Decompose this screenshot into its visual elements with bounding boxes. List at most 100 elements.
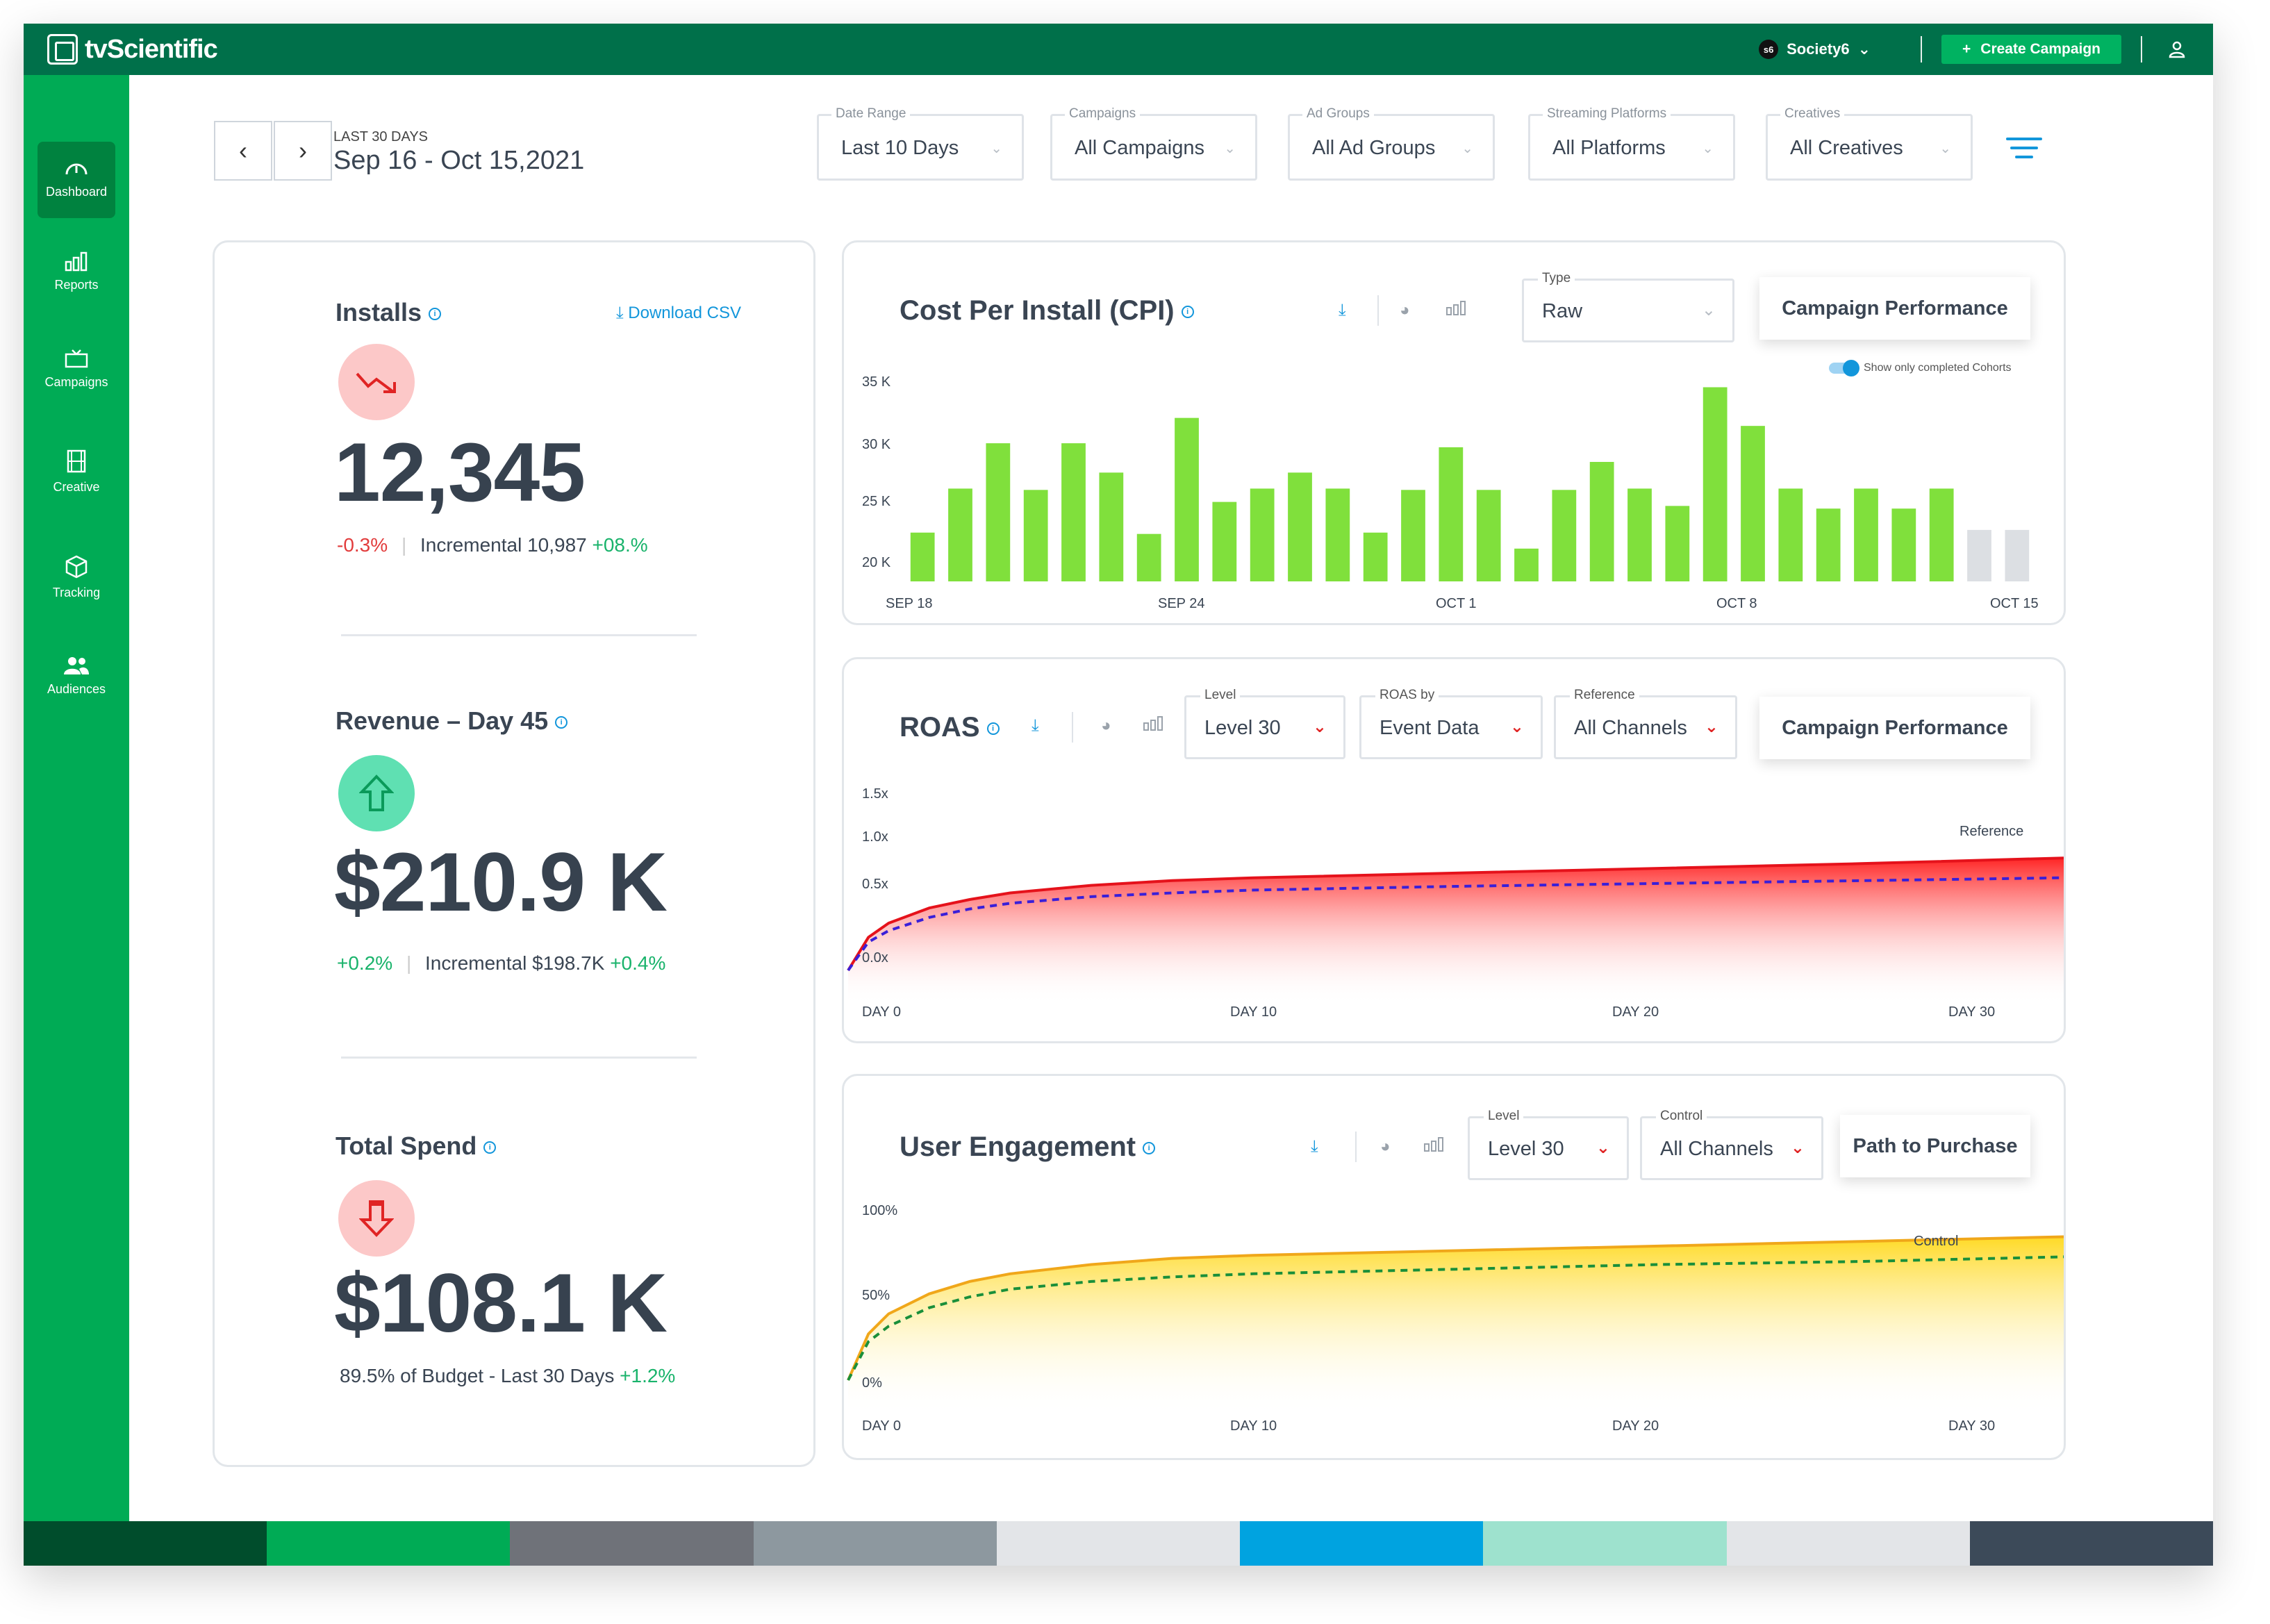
sidebar-item-dashboard[interactable]: Dashboard bbox=[38, 142, 115, 218]
download-icon[interactable]: ⤓ bbox=[1339, 301, 1346, 320]
top-bar: tvScientific s6 Society6 ⌄ + Create Camp… bbox=[24, 24, 2213, 75]
chevron-down-icon: ⌄ bbox=[1461, 141, 1473, 156]
engagement-chart: Control 100% 50% 0% DAY 0 DAY 10 DAY 20 DAY 30 bbox=[847, 1203, 2064, 1434]
y-tick-label: 25 K bbox=[862, 494, 891, 509]
arrow-up-icon bbox=[338, 755, 415, 831]
palette-swatch bbox=[510, 1521, 754, 1566]
filter-menu-icon[interactable] bbox=[2006, 138, 2042, 165]
palette-swatch bbox=[1969, 1521, 2213, 1566]
sidebar-item-label: Creative bbox=[53, 480, 100, 494]
color-palette bbox=[24, 1521, 2213, 1566]
bar bbox=[1514, 548, 1539, 581]
palette-swatch bbox=[1726, 1521, 1970, 1566]
filter-ad-groups[interactable]: Ad Groups All Ad Groups ⌄ bbox=[1288, 106, 1495, 181]
series-line bbox=[847, 876, 2064, 972]
sidebar-item-reports[interactable]: Reports bbox=[38, 250, 115, 292]
cpi-type-select[interactable]: Type Raw ⌄ bbox=[1522, 271, 1734, 342]
bar bbox=[1136, 533, 1161, 581]
bar-chart-icon[interactable] bbox=[1445, 299, 1468, 321]
x-tick-label: OCT 8 bbox=[1716, 596, 1757, 611]
chevron-down-icon: ⌄ bbox=[1224, 141, 1236, 156]
info-icon[interactable]: i bbox=[986, 722, 1000, 736]
divider bbox=[341, 634, 697, 636]
gauge-icon[interactable]: ◕ bbox=[1400, 301, 1410, 320]
chevron-right-icon: › bbox=[299, 136, 307, 165]
brand[interactable]: tvScientific bbox=[47, 32, 218, 67]
spend-title: Total Spend i bbox=[335, 1132, 497, 1161]
account-switcher[interactable]: s6 Society6 ⌄ bbox=[1759, 40, 1871, 59]
x-tick-label: DAY 30 bbox=[1948, 1418, 1995, 1434]
info-icon[interactable]: i bbox=[1143, 1142, 1156, 1155]
chevron-down-icon: ⌄ bbox=[1509, 718, 1524, 736]
gauge-icon[interactable]: ◕ bbox=[1380, 1137, 1391, 1156]
bar bbox=[1891, 508, 1916, 581]
divider bbox=[1921, 36, 1923, 63]
prev-period-button[interactable]: ‹ bbox=[214, 121, 272, 181]
palette-swatch bbox=[267, 1521, 511, 1566]
download-csv-link[interactable]: ⤓ Download CSV bbox=[616, 304, 742, 322]
bar-chart-icon[interactable] bbox=[1423, 1136, 1445, 1157]
create-campaign-button[interactable]: + Create Campaign bbox=[1941, 35, 2121, 64]
sidebar: Dashboard Reports Campaigns Creative Tra… bbox=[24, 75, 129, 1521]
sidebar-item-audiences[interactable]: Audiences bbox=[38, 654, 115, 697]
roas-by-select[interactable]: ROAS by Event Data ⌄ bbox=[1359, 688, 1543, 759]
campaign-performance-button[interactable]: Campaign Performance bbox=[1759, 277, 2030, 340]
filter-streaming-platforms[interactable]: Streaming Platforms All Platforms ⌄ bbox=[1528, 106, 1735, 181]
next-period-button[interactable]: › bbox=[274, 121, 332, 181]
select-value: Raw bbox=[1542, 300, 1583, 322]
roas-level-select[interactable]: Level Level 30 ⌄ bbox=[1184, 688, 1345, 759]
x-tick-label: OCT 15 bbox=[1990, 596, 2039, 611]
filter-creatives[interactable]: Creatives All Creatives ⌄ bbox=[1766, 106, 1973, 181]
download-icon[interactable]: ⤓ bbox=[1311, 1137, 1318, 1156]
bar bbox=[1439, 447, 1464, 581]
chevron-down-icon: ⌄ bbox=[991, 141, 1002, 156]
download-icon: ⤓ bbox=[616, 304, 629, 322]
revenue-value: $210.9 K bbox=[334, 836, 668, 929]
info-icon[interactable]: i bbox=[483, 1141, 497, 1154]
brand-name: tvScientific bbox=[85, 34, 218, 64]
toggle-switch[interactable] bbox=[1829, 360, 1859, 376]
trend-down-icon bbox=[338, 344, 415, 420]
plus-icon: + bbox=[1962, 41, 1971, 57]
info-icon[interactable]: i bbox=[555, 716, 568, 729]
creative-icon bbox=[38, 449, 115, 480]
spend-budget-change: +1.2% bbox=[620, 1365, 676, 1386]
bar bbox=[1325, 488, 1350, 581]
date-range-value: Sep 16 - Oct 15,2021 bbox=[333, 146, 585, 175]
chevron-down-icon: ⌄ bbox=[1312, 718, 1327, 736]
sidebar-item-campaigns[interactable]: Campaigns bbox=[38, 347, 115, 390]
x-tick-label: DAY 0 bbox=[862, 1418, 901, 1434]
select-value: All Channels bbox=[1660, 1138, 1773, 1160]
brand-logo-icon bbox=[47, 34, 78, 65]
info-icon[interactable]: i bbox=[429, 308, 442, 321]
filter-value: Last 10 Days bbox=[841, 137, 959, 159]
account-avatar: s6 bbox=[1759, 40, 1779, 59]
engagement-control-select[interactable]: Control All Channels ⌄ bbox=[1640, 1109, 1823, 1180]
user-profile-icon[interactable] bbox=[2162, 40, 2192, 58]
kpi-card: Installs i ⤓ Download CSV 12,345 -0.3% | … bbox=[213, 240, 815, 1467]
y-tick-label: 0.5x bbox=[862, 877, 888, 892]
info-icon[interactable]: i bbox=[1181, 306, 1194, 319]
engagement-level-select[interactable]: Level Level 30 ⌄ bbox=[1468, 1109, 1629, 1180]
installs-incremental-change: +08.% bbox=[592, 534, 648, 556]
completed-cohorts-toggle[interactable]: Show only completed Cohorts bbox=[1829, 360, 2012, 376]
select-label: Level bbox=[1484, 1109, 1524, 1124]
filter-value: All Campaigns bbox=[1075, 137, 1204, 159]
filter-campaigns[interactable]: Campaigns All Campaigns ⌄ bbox=[1050, 106, 1257, 181]
toggle-label: Show only completed Cohorts bbox=[1864, 362, 2012, 374]
campaign-performance-button[interactable]: Campaign Performance bbox=[1759, 697, 2030, 759]
sidebar-item-label: Audiences bbox=[47, 682, 106, 696]
spend-budget: 89.5% of Budget - Last 30 Days bbox=[340, 1365, 615, 1386]
bar bbox=[2005, 529, 2030, 581]
gauge-icon[interactable]: ◕ bbox=[1101, 716, 1111, 735]
sidebar-item-label: Tracking bbox=[52, 586, 101, 599]
filter-date-range[interactable]: Date Range Last 10 Days ⌄ bbox=[817, 106, 1024, 181]
bar bbox=[1589, 462, 1614, 581]
sidebar-item-creative[interactable]: Creative bbox=[38, 449, 115, 495]
download-icon[interactable]: ⤓ bbox=[1032, 716, 1039, 735]
sidebar-item-tracking[interactable]: Tracking bbox=[38, 554, 115, 600]
x-tick-label: SEP 18 bbox=[886, 596, 932, 611]
bar-chart-icon[interactable] bbox=[1143, 715, 1165, 736]
path-to-purchase-button[interactable]: Path to Purchase bbox=[1840, 1115, 2030, 1177]
roas-reference-select[interactable]: Reference All Channels ⌄ bbox=[1554, 688, 1737, 759]
